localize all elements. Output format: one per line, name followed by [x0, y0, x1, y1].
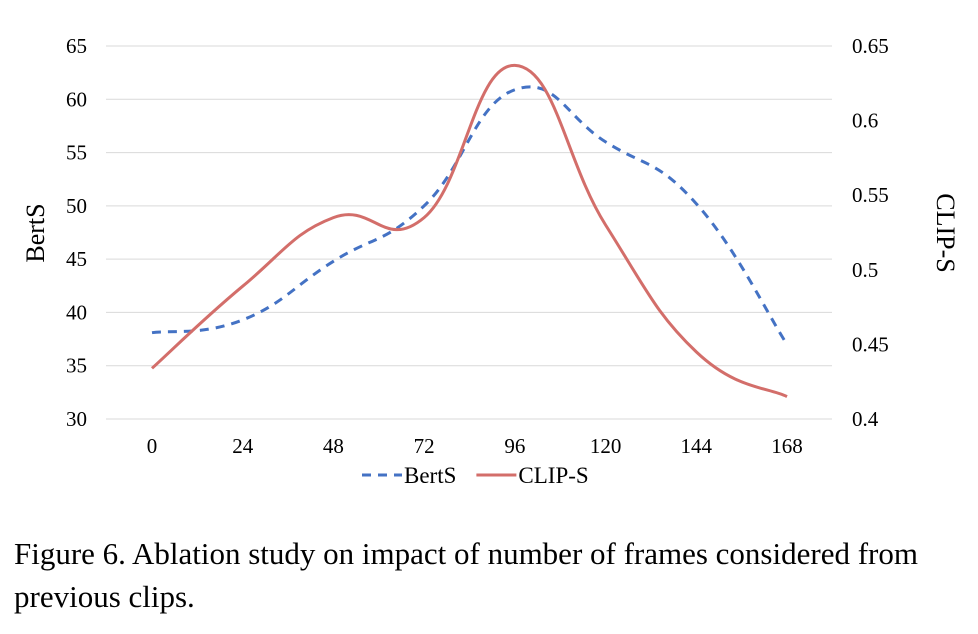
x-tick-label: 0	[147, 434, 158, 458]
x-tick-label: 120	[590, 434, 622, 458]
series-line-berts	[151, 85, 789, 346]
x-tick-label: 168	[771, 434, 803, 458]
left-y-tick-label: 35	[66, 354, 87, 378]
x-tick-label: 144	[681, 434, 713, 458]
left-y-axis-ticks: 30 35 40 45 50 55 60 65	[66, 34, 87, 431]
right-y-axis-title: CLIP-S	[931, 193, 960, 272]
left-y-tick-label: 65	[66, 34, 87, 58]
x-tick-label: 72	[414, 434, 435, 458]
left-y-tick-label: 45	[66, 247, 87, 271]
right-y-tick-label: 0.45	[852, 332, 889, 356]
line-chart: 30 35 40 45 50 55 60 65 0.4 0.45 0.5 0.55 0.6 0.65 0…	[21, 34, 960, 488]
legend-label: BertS	[404, 463, 456, 488]
left-y-tick-label: 40	[66, 300, 87, 324]
series-line-clip-s	[150, 63, 788, 398]
right-y-tick-label: 0.4	[852, 407, 879, 431]
left-y-tick-label: 30	[66, 407, 87, 431]
figure-caption: Figure 6. Ablation study on impact of nu…	[14, 536, 918, 614]
legend: BertS CLIP-S	[362, 463, 589, 488]
right-y-tick-label: 0.5	[852, 258, 878, 282]
legend-label: CLIP-S	[518, 463, 588, 488]
left-y-tick-label: 60	[66, 87, 87, 111]
x-tick-label: 96	[504, 434, 525, 458]
right-y-axis-ticks: 0.4 0.45 0.5 0.55 0.6 0.65	[852, 34, 889, 431]
right-y-tick-label: 0.65	[852, 34, 889, 58]
x-tick-label: 48	[323, 434, 344, 458]
right-y-tick-label: 0.6	[852, 109, 878, 133]
series-layer	[150, 63, 789, 398]
gridlines	[106, 45, 832, 420]
x-tick-label: 24	[232, 434, 254, 458]
x-axis-ticks: 0 24 48 72 96 120 144 168	[147, 434, 803, 458]
left-y-tick-label: 55	[66, 141, 87, 165]
left-y-tick-label: 50	[66, 194, 87, 218]
right-y-tick-label: 0.55	[852, 183, 889, 207]
left-y-axis-title: BertS	[21, 203, 50, 262]
